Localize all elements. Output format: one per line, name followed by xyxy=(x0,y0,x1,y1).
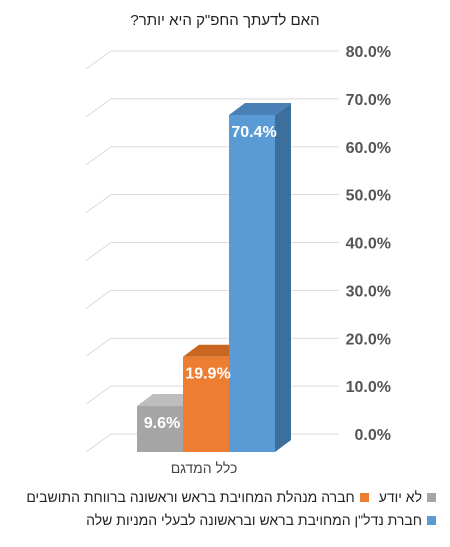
bar-side xyxy=(275,102,291,453)
grid-line-diagonal xyxy=(85,242,112,261)
legend-swatch-gray xyxy=(427,492,436,502)
legend-label-real-estate-company: חברת נדל"ן המחויבת בראש ובראשונה לבעלי ה… xyxy=(86,512,422,528)
legend-row-1: לא יודע חברה מנהלת המחויבת בראש וראשונה … xyxy=(16,489,436,505)
legend-swatch-orange xyxy=(359,492,369,502)
y-tick-label: 80.0% xyxy=(346,44,391,61)
bar xyxy=(137,406,183,452)
data-label: 19.9% xyxy=(185,366,230,383)
legend-item-dont-know: לא יודע xyxy=(379,489,436,505)
bar xyxy=(183,356,229,452)
x-category-label: כלל המדגם xyxy=(171,460,238,476)
chart-title: האם לדעתך החפ"ק היא יותר? xyxy=(130,12,320,29)
legend-item-real-estate-company: חברת נדל"ן המחויבת בראש ובראשונה לבעלי ה… xyxy=(86,512,436,528)
legend-label-management-company: חברה מנהלת המחויבת בראש וראשונה ברווחת ה… xyxy=(26,489,355,505)
grid-line-diagonal xyxy=(85,385,112,405)
y-tick-label: 10.0% xyxy=(346,379,391,396)
data-label: 9.6% xyxy=(144,415,180,432)
y-tick-label: 40.0% xyxy=(346,236,391,253)
grid-line-diagonal xyxy=(85,337,112,357)
y-tick-label: 50.0% xyxy=(346,188,391,205)
bars xyxy=(137,102,291,453)
grid-line-diagonal xyxy=(85,194,112,214)
y-tick-label: 70.0% xyxy=(346,92,391,109)
y-tick-label: 0.0% xyxy=(355,427,391,444)
data-labels: 9.6% 19.9% 70.4% xyxy=(144,124,277,432)
y-tick-label: 20.0% xyxy=(346,331,391,348)
legend-swatch-blue xyxy=(427,515,436,525)
grid-line-diagonal xyxy=(85,289,112,309)
y-tick-label: 60.0% xyxy=(346,140,391,157)
legend-row-2: חברת נדל"ן המחויבת בראש ובראשונה לבעלי ה… xyxy=(76,512,436,528)
grid-line-diagonal xyxy=(85,50,112,70)
legend-label-dont-know: לא יודע xyxy=(378,489,422,505)
legend-item-management-company: חברה מנהלת המחויבת בראש וראשונה ברווחת ה… xyxy=(26,489,369,505)
y-tick-label: 30.0% xyxy=(346,283,391,300)
y-axis-ticks: 0.0% 10.0% 20.0% 30.0% 40.0% 50.0% 60.0% 70.0% 8… xyxy=(346,44,391,444)
bar xyxy=(229,114,275,453)
grid-line-diagonal xyxy=(85,146,112,166)
bar-top xyxy=(229,102,291,115)
data-label: 70.4% xyxy=(231,124,276,141)
grid-line-diagonal xyxy=(85,98,112,118)
grid-line-diagonal xyxy=(85,433,112,453)
